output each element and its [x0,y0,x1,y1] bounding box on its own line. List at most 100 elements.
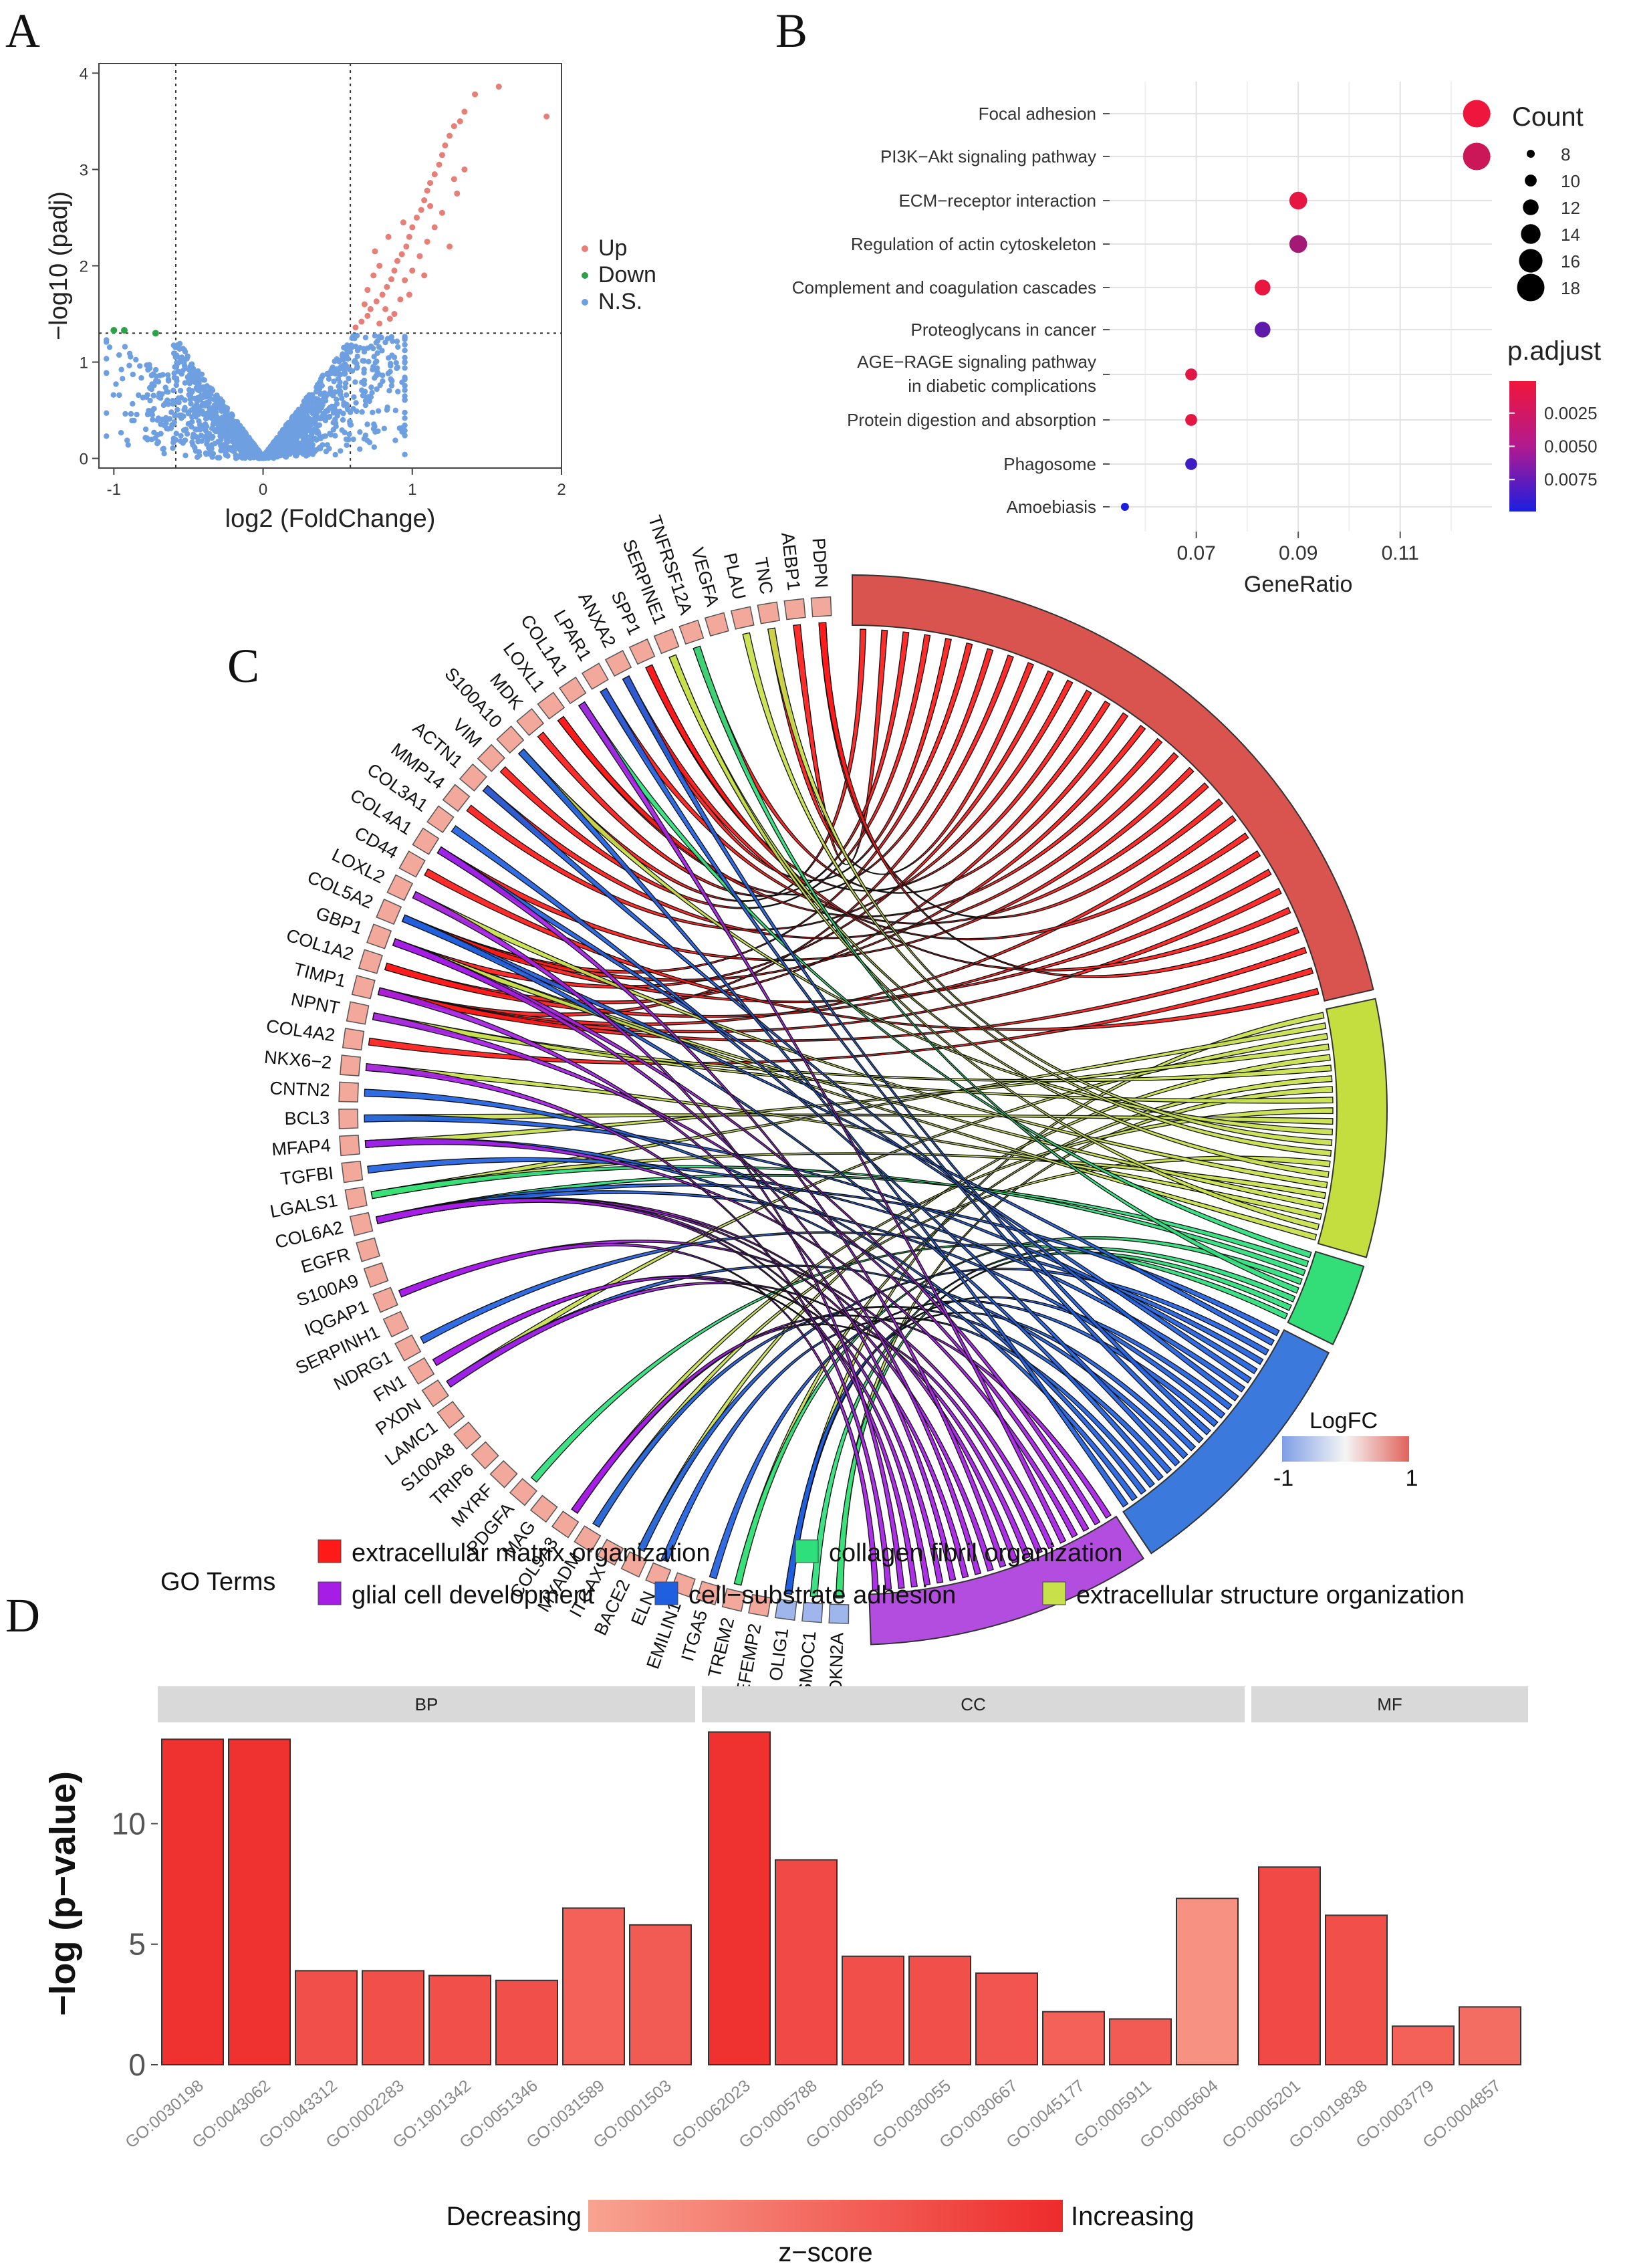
up-point [386,316,393,322]
go-bar [1258,1866,1321,2066]
gene-logfc-box [382,1311,410,1338]
size-legend-label: 14 [1561,225,1580,245]
chord-ribbon [377,987,957,1581]
ns-point [300,450,306,456]
ns-point [178,358,184,364]
ns-point [371,444,377,450]
ns-point [366,358,372,364]
chord-ribbon [767,627,1333,1147]
gene-logfc-box [339,1135,360,1157]
gene-logfc-box [574,1525,602,1553]
ns-point [314,422,320,429]
ns-point [177,388,184,394]
gene-label: TIMP1 [291,959,348,991]
ns-point [225,439,231,445]
gene-label: CNTN2 [269,1078,330,1100]
gene-logfc-box [551,1510,580,1539]
gene-logfc-box [581,663,609,690]
ns-point [402,354,408,360]
up-point [373,298,380,305]
gene-label: TREM2 [705,1615,739,1680]
go-legend-key [318,1539,342,1563]
ns-point [134,411,140,418]
ns-point [215,455,221,461]
gene-logfc-box [363,1262,389,1288]
ns-point [346,366,353,372]
gene-logfc-box [358,949,383,974]
ns-point [338,448,344,454]
gene-logfc-box [346,1001,370,1025]
gene-logfc-box [628,638,656,665]
ns-point [394,364,400,370]
chord-ribbon [398,1243,879,1591]
size-legend-label: 8 [1561,144,1570,164]
legend-key-up [582,245,588,252]
ns-point [341,344,347,351]
x-tick-label: 1 [408,481,416,499]
ns-point [184,356,190,362]
gene-logfc-box [351,975,376,1000]
ns-point [370,345,376,352]
ns-point [203,423,210,429]
pathway-dot [1185,368,1197,380]
panel-label-c: C [227,639,259,693]
y-tick-label: 1 [80,354,88,372]
ns-point [344,442,350,448]
ns-point [201,384,207,390]
chord-ribbon [372,1012,1090,1533]
go-legend-label: extracellular structure organization [1076,1581,1465,1609]
chord-ribbon [375,1198,918,1588]
ns-point [255,453,261,459]
up-point [416,253,423,259]
ns-point [388,382,395,388]
ns-point [361,346,367,352]
ns-point [334,396,340,403]
gene-logfc-box [386,874,414,901]
up-point [361,301,368,308]
pathway-dot [1185,414,1197,426]
ns-point [180,440,186,446]
term-arc [868,1515,1145,1646]
ns-point [380,378,386,384]
gene-logfc-box [372,1286,398,1313]
ns-point [110,392,116,398]
ns-point [225,453,231,459]
ns-point [343,436,350,443]
term-arc [1287,1250,1365,1346]
legend-label-down: Down [598,262,656,288]
ns-point [233,455,240,461]
ns-point [384,407,390,413]
ns-point [382,339,388,346]
go-legend-label: collagen fibril organization [829,1539,1122,1567]
down-point [120,327,128,334]
up-point [427,203,434,209]
gene-logfc-box [366,923,392,949]
ns-point [122,344,128,350]
up-point [439,152,445,158]
ns-point [227,428,233,434]
ns-point [162,400,168,407]
ns-point [207,396,213,403]
ns-point [224,405,231,411]
gene-label: ELN [627,1588,659,1628]
ns-point [182,348,189,355]
ns-point [402,382,408,389]
ns-point [206,413,212,419]
go-legend-key [318,1581,342,1605]
ns-point [170,350,177,356]
up-point [379,292,386,298]
y-axis-label: −log10 (padj) [45,191,73,340]
ns-point [150,392,156,399]
chord-ribbon [709,1300,1219,1579]
up-point [431,224,438,231]
ns-point [173,375,180,382]
gene-logfc-box [338,1109,359,1129]
ns-point [176,346,182,352]
go-bar [1325,1914,1388,2065]
ns-point [346,431,352,437]
go-legend-label: glial cell development [352,1581,595,1609]
y-tick-label: 3 [80,161,88,179]
up-point [424,238,430,245]
ns-point [339,427,345,433]
ns-point [402,415,408,421]
